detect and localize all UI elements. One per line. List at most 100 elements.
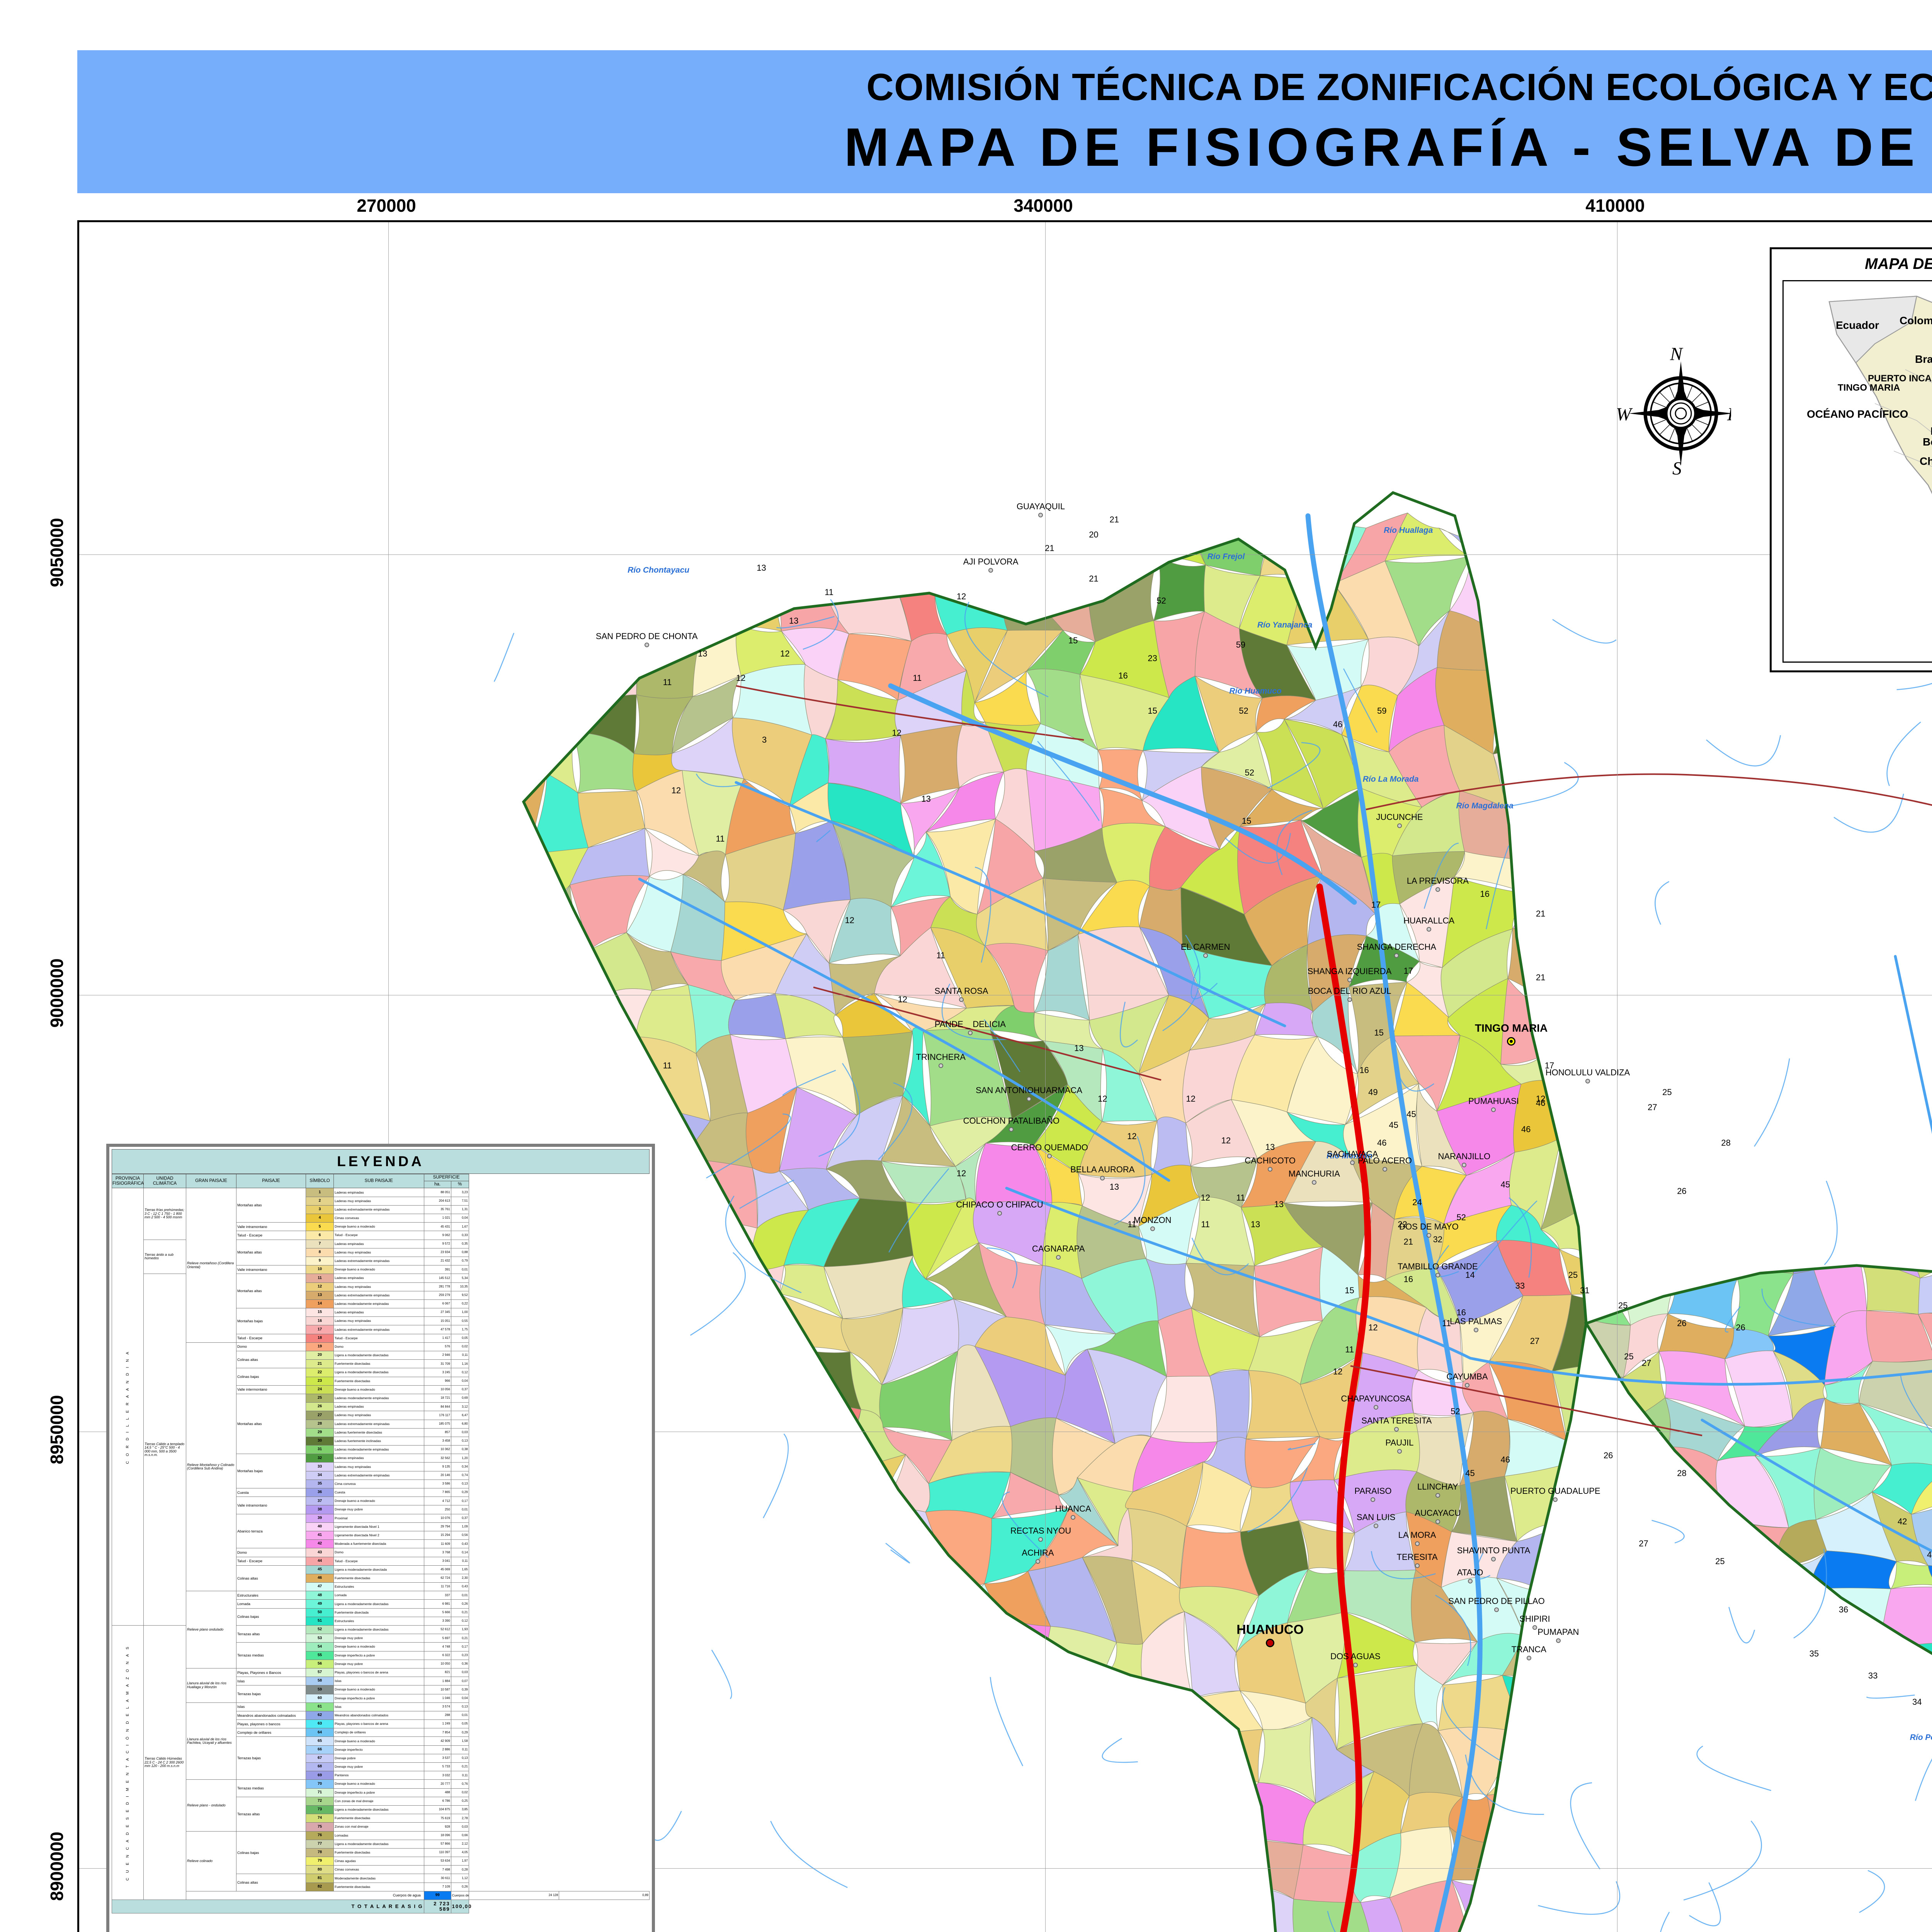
legend-row[interactable]: 21 Fuertemente disectadas 31 709 1,16 — [112, 1359, 650, 1369]
legend-symbol-swatch[interactable]: 76 — [306, 1831, 334, 1840]
location-inset[interactable]: MAPA DE UBICACIÓN Ecuador — [1770, 247, 1932, 672]
town-marker[interactable] — [1312, 1180, 1317, 1185]
physiographic-unit-polygon[interactable] — [1143, 675, 1220, 753]
physiographic-unit-polygon[interactable] — [782, 899, 851, 964]
legend-symbol-swatch[interactable]: 67 — [306, 1753, 334, 1763]
legend-symbol-swatch[interactable]: 52 — [306, 1625, 334, 1634]
legend-row[interactable]: C U E N C A D E S E D I M E N T A C I Ó … — [112, 1625, 650, 1900]
town-marker[interactable] — [1203, 953, 1208, 958]
physiographic-unit-polygon[interactable] — [1389, 1879, 1476, 1932]
legend-symbol-swatch[interactable]: 37 — [306, 1497, 334, 1506]
dept-capital-marker[interactable] — [1266, 1638, 1275, 1647]
legend-symbol-swatch[interactable]: 42 — [306, 1539, 334, 1549]
physiographic-unit-polygon[interactable] — [1284, 1141, 1373, 1203]
physiographic-unit-polygon[interactable] — [746, 1087, 798, 1174]
town-marker[interactable] — [1585, 1079, 1590, 1083]
legend-row[interactable]: Terrazas medias 54 Drenaje bueno a moderad… — [112, 1642, 650, 1668]
legend-row[interactable]: C O R D I L L E R A A N D I N A Tierras f… — [112, 1188, 650, 1626]
legend-row[interactable]: 75 Zonas con mal drenaje 928 0,03 — [112, 1822, 650, 1832]
town-marker[interactable] — [997, 1211, 1002, 1216]
physiographic-unit-polygon[interactable] — [1442, 1633, 1525, 1685]
legend-row[interactable]: Tierras árido a sub húmedos Montañas alta… — [112, 1239, 650, 1274]
legend-symbol-swatch[interactable]: 19 — [306, 1342, 334, 1352]
legend-symbol-swatch[interactable]: 25 — [306, 1393, 334, 1403]
town-marker[interactable] — [1071, 1515, 1076, 1520]
legend-symbol-swatch[interactable]: 65 — [306, 1736, 334, 1746]
legend-symbol-swatch[interactable]: 7 — [306, 1239, 334, 1248]
town-marker[interactable] — [1491, 1107, 1496, 1112]
legend-row[interactable]: 9 Laderas extremadamente empinadas 21 432 0… — [112, 1256, 650, 1266]
town-marker[interactable] — [1371, 1497, 1376, 1502]
town-marker[interactable] — [1374, 1405, 1378, 1410]
legend-symbol-swatch[interactable]: 46 — [306, 1573, 334, 1583]
legend-row[interactable]: Relieve Montañoso y Colinado (Cordillera… — [112, 1342, 650, 1592]
town-marker[interactable] — [1435, 1493, 1440, 1498]
physiographic-unit-polygon[interactable] — [1415, 1641, 1478, 1685]
town-marker[interactable] — [1526, 1656, 1531, 1661]
physiographic-unit-polygon[interactable] — [985, 1083, 1068, 1145]
physiographic-unit-polygon[interactable] — [1305, 1678, 1338, 1750]
physiographic-unit-polygon[interactable] — [990, 1029, 1068, 1120]
legend-symbol-swatch[interactable]: 79 — [306, 1857, 334, 1866]
town-marker[interactable] — [1035, 1559, 1040, 1564]
legend-symbol-swatch[interactable]: 35 — [306, 1479, 334, 1489]
legend-row[interactable]: Playas, playones o bancos 63 Playas, playo… — [112, 1719, 650, 1729]
legend-symbol-swatch[interactable]: 41 — [306, 1531, 334, 1540]
legend-row[interactable]: Terrazas altas 72 Con zonas de mal drenaje… — [112, 1796, 650, 1832]
physiographic-unit-polygon[interactable] — [841, 1307, 903, 1386]
legend-row[interactable]: 14 Laderas moderadamente empinadas 6 067 0,… — [112, 1299, 650, 1309]
legend-row[interactable]: Montañas bajas 32 Laderas empinadas 32 562 1… — [112, 1454, 650, 1488]
legend-row[interactable]: Valle intramontano 37 Drenaje bueno a mode… — [112, 1497, 650, 1514]
legend-row[interactable]: Talud - Escarpe 44 Talud - Escarpe 3 041 0,1… — [112, 1556, 650, 1566]
town-marker[interactable] — [1473, 1328, 1478, 1333]
physiographic-unit-polygon[interactable] — [1509, 1137, 1562, 1230]
legend-row[interactable]: Colinas altas 45 Ligera a moderadamente di… — [112, 1565, 650, 1592]
legend-symbol-swatch[interactable]: 45 — [306, 1565, 334, 1574]
town-marker[interactable] — [938, 1063, 943, 1068]
physiographic-unit-polygon[interactable] — [1384, 512, 1471, 561]
physiographic-unit-polygon[interactable] — [825, 679, 904, 741]
physiographic-unit-polygon[interactable] — [578, 791, 645, 848]
legend-symbol-swatch[interactable]: 75 — [306, 1822, 334, 1832]
physiographic-unit-polygon[interactable] — [1754, 1398, 1825, 1457]
legend-row[interactable]: 60 Drenaje imperfecto a pobre 1 046 0,04 — [112, 1694, 650, 1703]
legend-symbol-swatch[interactable]: 74 — [306, 1814, 334, 1823]
town-marker[interactable] — [1415, 1541, 1420, 1546]
physiographic-unit-polygon[interactable] — [1283, 1202, 1373, 1276]
physiographic-unit-polygon[interactable] — [881, 1299, 960, 1385]
legend-symbol-swatch[interactable]: 20 — [306, 1350, 334, 1360]
town-marker[interactable] — [1553, 1497, 1558, 1502]
town-marker[interactable] — [1047, 1153, 1052, 1158]
inset-map-graphic[interactable]: Ecuador Colombia Brazil Bolivia Bolivia … — [1782, 280, 1932, 663]
town-marker[interactable] — [1494, 1607, 1499, 1612]
legend-row[interactable]: 51 Estructurales 3 390 0,12 — [112, 1616, 650, 1626]
physiographic-unit-polygon[interactable] — [1392, 1035, 1461, 1112]
town-marker[interactable] — [1038, 513, 1043, 518]
legend-row[interactable]: 68 Drenaje muy pobre 5 733 0,21 — [112, 1762, 650, 1772]
legend-symbol-swatch[interactable]: 71 — [306, 1788, 334, 1797]
physiographic-unit-polygon[interactable] — [825, 735, 901, 804]
physiographic-unit-polygon[interactable] — [1240, 789, 1323, 827]
legend-symbol-swatch[interactable]: 39 — [306, 1514, 334, 1523]
legend-symbol-swatch[interactable]: 80 — [306, 1865, 334, 1874]
physiographic-unit-polygon[interactable] — [828, 898, 901, 964]
physiographic-unit-polygon[interactable] — [1859, 1403, 1932, 1470]
legend-row[interactable]: Relieve plano ondulado Estructurales 48 Lom… — [112, 1591, 650, 1668]
legend-symbol-swatch[interactable]: 78 — [306, 1848, 334, 1857]
physiographic-unit-polygon[interactable] — [1190, 1158, 1258, 1208]
legend-symbol-swatch[interactable]: 10 — [306, 1265, 334, 1274]
legend-row[interactable]: 80 Cimas convexas 7 498 0,28 — [112, 1865, 650, 1874]
legend-symbol-swatch[interactable]: 70 — [306, 1779, 334, 1789]
town-marker[interactable] — [1556, 1638, 1561, 1643]
physiographic-unit-polygon[interactable] — [991, 1472, 1069, 1519]
legend-symbol-swatch[interactable]: 63 — [306, 1719, 334, 1729]
legend-symbol-swatch[interactable]: 5 — [306, 1222, 334, 1231]
legend-row[interactable]: 41 Ligeramente disectada Nivel 2 15 294 0,5… — [112, 1531, 650, 1540]
legend-row[interactable]: Valle intramontano 5 Drenaje bueno a moder… — [112, 1222, 650, 1231]
town-marker[interactable] — [644, 643, 649, 648]
legend-symbol-swatch[interactable]: 18 — [306, 1333, 334, 1343]
legend-symbol-swatch[interactable]: 48 — [306, 1591, 334, 1600]
legend-symbol-swatch[interactable]: 57 — [306, 1668, 334, 1677]
legend-row[interactable]: 30 Laderas fuertemente inclinadas 3 458 0,1… — [112, 1436, 650, 1446]
